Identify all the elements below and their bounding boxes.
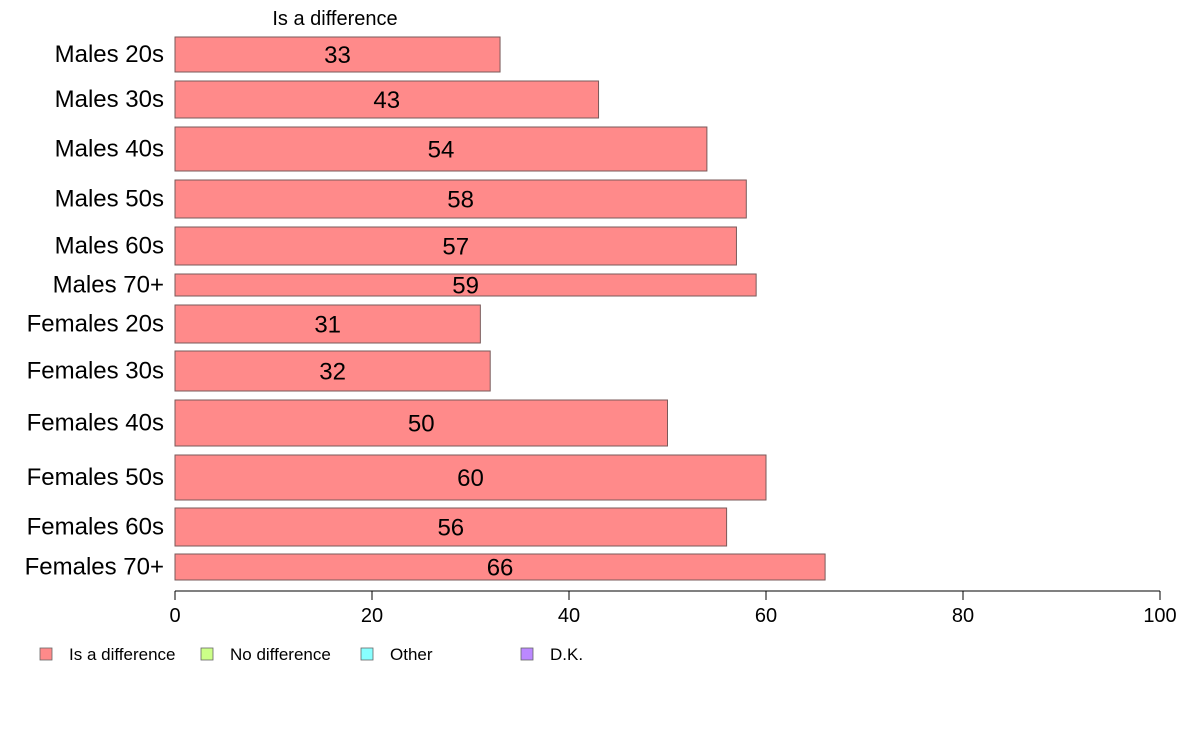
x-tick-label: 40: [558, 605, 580, 627]
bar: [174, 507, 728, 547]
category-label: Females 20s: [27, 311, 164, 338]
legend-label: D.K.: [550, 645, 583, 664]
bar-value-label: 59: [452, 273, 479, 300]
bar: [174, 80, 600, 119]
x-tick-label: 20: [361, 605, 383, 627]
legend-label: No difference: [230, 645, 331, 664]
bar-value-label: 60: [457, 465, 484, 492]
category-label: Males 40s: [55, 136, 164, 163]
bar: [174, 273, 757, 297]
bar: [174, 304, 481, 344]
legend-swatch: [520, 647, 534, 661]
legend-swatch: [39, 647, 53, 661]
bar: [174, 36, 501, 73]
category-label: Males 20s: [55, 41, 164, 68]
category-label: Males 60s: [55, 233, 164, 260]
x-axis: 0 20 40 60 80 100: [169, 590, 1177, 627]
bar-value-label: 56: [437, 515, 464, 542]
bar-value-label: 31: [314, 312, 341, 339]
x-tick-label: 0: [169, 605, 180, 627]
series-title: Is a difference: [272, 8, 397, 30]
category-label: Males 70+: [53, 272, 164, 299]
bar-value-label: 58: [447, 187, 474, 214]
bar: [174, 553, 826, 581]
bar: [174, 454, 767, 501]
x-tick-label: 80: [952, 605, 974, 627]
bar-value-label: 33: [324, 42, 351, 69]
legend-swatch: [200, 647, 214, 661]
category-label: Females 50s: [27, 464, 164, 491]
legend-label: Other: [390, 645, 433, 664]
category-label: Males 50s: [55, 186, 164, 213]
bar: [174, 350, 491, 392]
bar: [174, 179, 747, 219]
legend-swatch: [360, 647, 374, 661]
legend-label: Is a difference: [69, 645, 175, 664]
category-label: Females 30s: [27, 358, 164, 385]
bar: [174, 226, 737, 266]
x-tick-label: 100: [1143, 605, 1176, 627]
bar-value-label: 32: [319, 359, 346, 386]
bar: [174, 399, 668, 447]
category-label: Females 40s: [27, 410, 164, 437]
bar: [174, 126, 708, 172]
bar-value-label: 57: [442, 234, 469, 261]
bar-value-label: 43: [373, 87, 400, 114]
category-label: Males 30s: [55, 86, 164, 113]
bars-layer: Males 20s 33 Males 30s 43 Males 40s 54 Males 5…: [25, 36, 826, 582]
x-tick-label: 60: [755, 605, 777, 627]
bar-value-label: 54: [428, 137, 455, 164]
category-label: Females 60s: [27, 514, 164, 541]
bar-value-label: 50: [408, 411, 435, 438]
legend: Is a difference No difference Other D.K.: [39, 645, 583, 664]
category-label: Females 70+: [25, 554, 164, 581]
bar-value-label: 66: [487, 555, 514, 582]
